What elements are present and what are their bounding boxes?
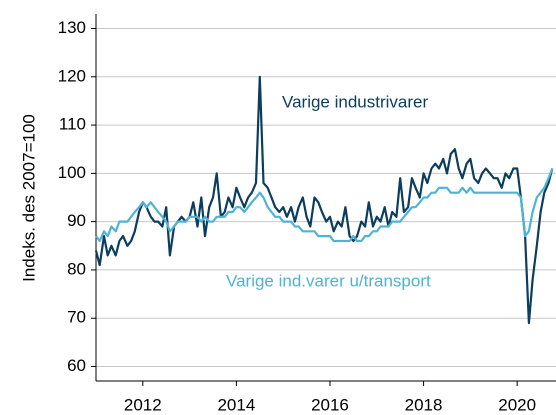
annotation: Varige ind.varer u/transport — [226, 271, 431, 290]
y-axis-label: Indeks. des 2007=100 — [19, 114, 38, 282]
x-tick-label: 2012 — [124, 395, 162, 414]
y-tick-label: 90 — [67, 211, 86, 230]
x-tick-label: 2020 — [498, 395, 536, 414]
series-line — [94, 75, 554, 325]
y-tick-label: 130 — [58, 18, 86, 37]
y-tick-label: 80 — [67, 259, 86, 278]
x-tick-label: 2014 — [217, 395, 255, 414]
series-line — [95, 168, 554, 243]
y-tick-label: 110 — [59, 115, 86, 134]
y-tick-label: 120 — [58, 66, 86, 85]
x-tick-label: 2018 — [405, 395, 443, 414]
y-tick-label: 100 — [58, 163, 86, 182]
y-tick-label: 60 — [67, 356, 86, 375]
y-tick-label: 70 — [67, 308, 86, 327]
annotation: Varige industrivarer — [282, 92, 428, 111]
x-tick-label: 2016 — [311, 395, 349, 414]
